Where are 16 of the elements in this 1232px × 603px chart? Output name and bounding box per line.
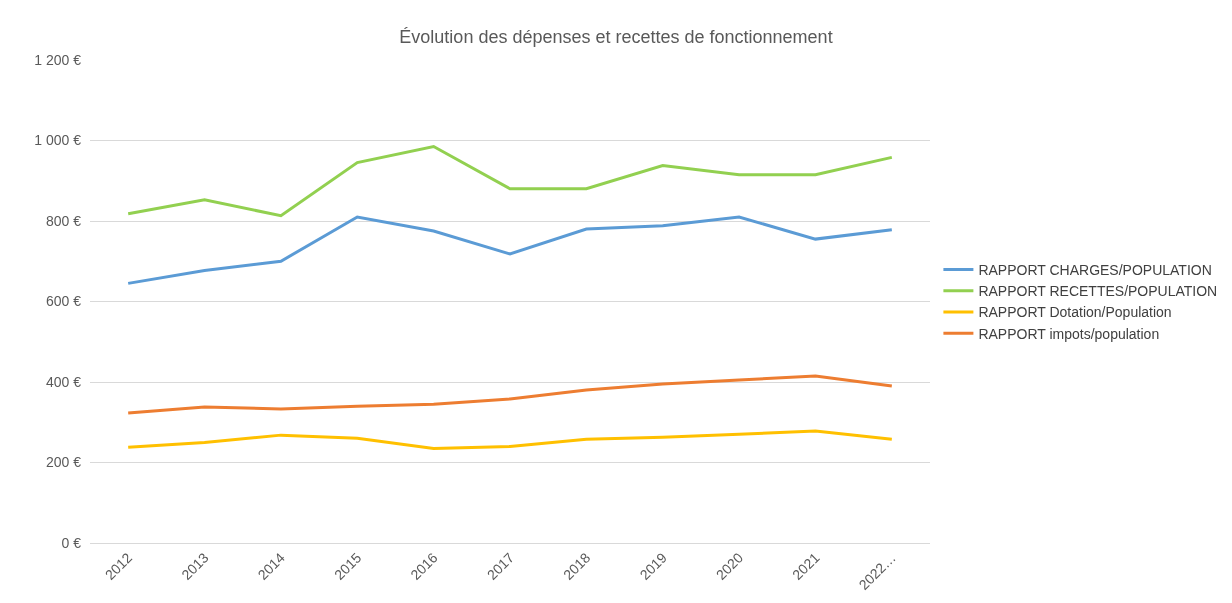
chart-title: Évolution des dépenses et recettes de fonctionnement — [399, 26, 833, 47]
y-tick-label: 0 € — [61, 534, 82, 551]
line-series — [126, 429, 894, 450]
legend-label: RAPPORT RECETTES/POPULATION — [978, 283, 1218, 300]
y-tick-label: 400 € — [45, 373, 82, 390]
y-tick-label: 800 € — [45, 212, 82, 229]
line-series — [126, 215, 894, 285]
y-tick-label: 600 € — [45, 293, 82, 310]
legend-label: RAPPORT impots/population — [978, 325, 1160, 342]
y-tick-label: 1 200 € — [34, 51, 82, 68]
y-tick-label: 1 000 € — [34, 132, 82, 149]
legend-label: RAPPORT Dotation/Population — [978, 304, 1172, 321]
legend-label: RAPPORT CHARGES/POPULATION — [978, 262, 1212, 279]
line-series — [126, 374, 894, 415]
line-series — [126, 145, 894, 218]
y-tick-label: 200 € — [45, 454, 82, 471]
